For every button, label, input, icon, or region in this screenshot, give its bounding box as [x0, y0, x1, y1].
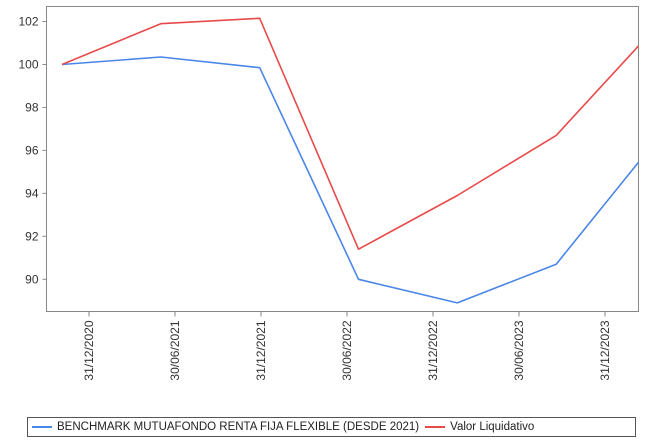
series-line-valor-liquidativo — [61, 17, 639, 250]
plot-area-frame — [46, 6, 639, 312]
x-tick-label: 31/12/2020 — [82, 320, 96, 380]
y-axis: 90 92 94 96 98 100 102 — [18, 15, 47, 286]
x-tick-label: 31/12/2022 — [426, 320, 440, 380]
y-tick-label: 98 — [25, 100, 39, 114]
y-tick-label: 100 — [18, 57, 38, 71]
x-tick-label: 31/12/2023 — [598, 320, 612, 380]
y-tick-label: 96 — [25, 143, 39, 157]
x-tick-label: 30/06/2023 — [512, 320, 526, 380]
x-tick-label: 31/12/2021 — [254, 320, 268, 380]
legend-item-valor-liquidativo: Valor Liquidativo — [425, 421, 534, 433]
legend: BENCHMARK MUTUAFONDO RENTA FIJA FLEXIBLE… — [27, 417, 636, 437]
x-tick-label: 30/06/2021 — [168, 320, 182, 380]
x-tick-label: 30/06/2022 — [340, 320, 354, 380]
y-tick-label: 92 — [25, 229, 39, 243]
legend-swatch-valor-liquidativo — [425, 426, 446, 428]
y-tick-label: 94 — [25, 186, 39, 200]
legend-swatch-benchmark — [32, 426, 52, 428]
y-tick-label: 90 — [25, 272, 39, 286]
series-layer — [61, 17, 639, 304]
legend-item-benchmark: BENCHMARK MUTUAFONDO RENTA FIJA FLEXIBLE… — [32, 421, 419, 433]
legend-label-benchmark: BENCHMARK MUTUAFONDO RENTA FIJA FLEXIBLE… — [57, 421, 420, 433]
legend-label-valor-liquidativo: Valor Liquidativo — [450, 421, 535, 433]
y-tick-label: 102 — [18, 15, 38, 29]
series-line-benchmark — [61, 56, 639, 304]
x-axis: 31/12/2020 30/06/2021 31/12/2021 30/06/2022… — [82, 311, 612, 381]
